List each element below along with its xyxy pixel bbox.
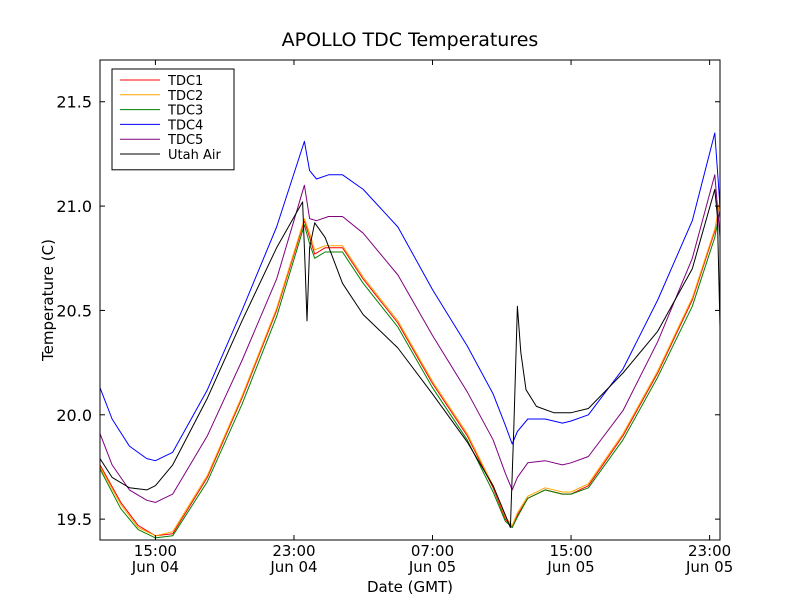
x-tick-time-label: 15:00 <box>134 542 177 560</box>
legend-label: TDC4 <box>167 118 203 133</box>
x-tick-time-label: 07:00 <box>411 542 454 560</box>
series-line-tdc3 <box>99 210 721 539</box>
legend-label: TDC2 <box>167 89 203 104</box>
legend-label: TDC1 <box>167 74 203 89</box>
series-layer <box>99 132 721 539</box>
x-tick-time-label: 23:00 <box>688 542 731 560</box>
x-tick-time-label: 15:00 <box>549 542 592 560</box>
x-tick-date-label: Jun 05 <box>408 558 456 576</box>
series-line-tdc4 <box>99 132 721 462</box>
x-tick-date-label: Jun 04 <box>269 558 317 576</box>
x-tick-date-label: Jun 05 <box>546 558 594 576</box>
y-axis-label: Temperature (C) <box>39 239 57 362</box>
y-tick-label: 19.5 <box>56 510 92 529</box>
series-line-utah-air <box>99 188 721 528</box>
plot-area-frame <box>99 59 721 541</box>
x-tick-date-label: Jun 04 <box>131 558 179 576</box>
legend-label: Utah Air <box>168 148 221 163</box>
series-line-tdc5 <box>99 174 721 503</box>
y-tick-label: 20.0 <box>56 406 92 425</box>
x-axis-label: Date (GMT) <box>367 578 453 596</box>
chart-title: APOLLO TDC Temperatures <box>282 29 539 51</box>
legend-label: TDC3 <box>167 104 203 119</box>
legend-label: TDC5 <box>167 133 203 148</box>
x-tick-time-label: 23:00 <box>272 542 315 560</box>
series-line-tdc2 <box>99 201 721 537</box>
legend-box <box>111 68 235 171</box>
y-tick-label: 21.0 <box>56 197 92 216</box>
x-tick-date-label: Jun 05 <box>685 558 733 576</box>
series-line-tdc1 <box>99 199 721 537</box>
y-tick-label: 21.5 <box>56 93 92 112</box>
y-tick-label: 20.5 <box>56 301 92 320</box>
